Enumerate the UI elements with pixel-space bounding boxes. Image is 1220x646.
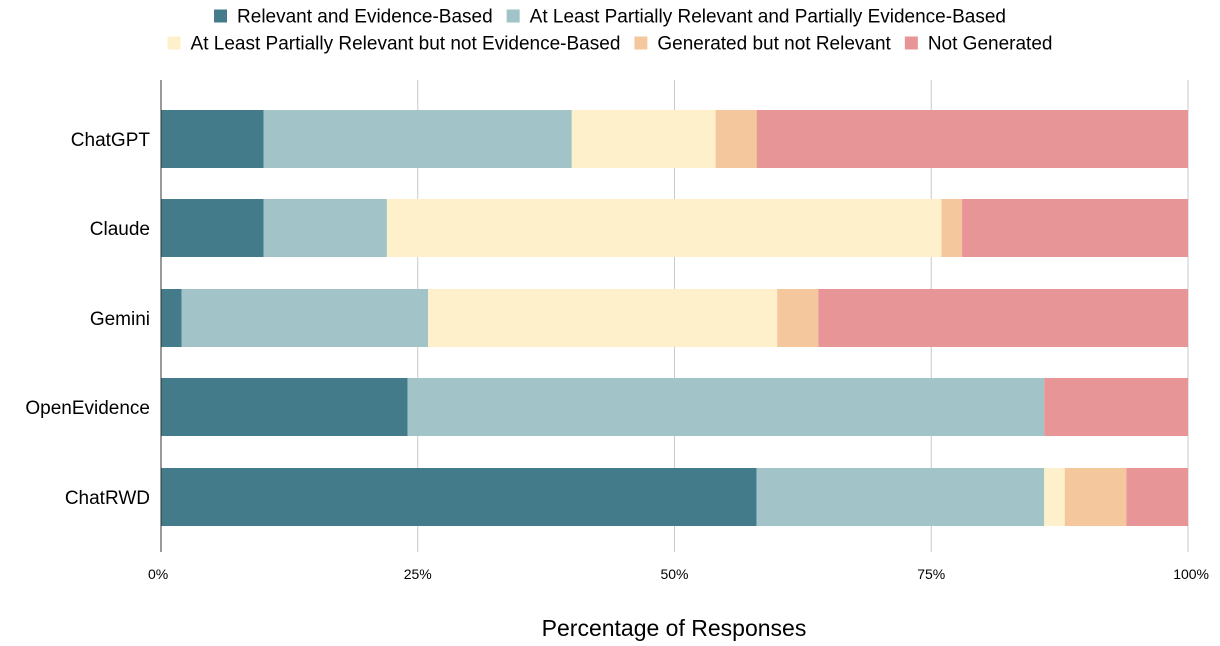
legend-item-2: At Least Partially Relevant but not Evid… bbox=[167, 34, 621, 55]
legend: Relevant and Evidence-Based At Least Part… bbox=[167, 7, 1053, 55]
x-tick-label-100: 100% bbox=[1173, 566, 1209, 582]
bar-claude-series-1 bbox=[263, 199, 387, 257]
bar-chatrwd-series-1 bbox=[756, 468, 1045, 526]
bar-claude-series-0 bbox=[161, 199, 264, 257]
legend-item-4: Not Generated bbox=[904, 34, 1053, 55]
x-tick-label-50: 50% bbox=[660, 566, 688, 582]
bar-openevidence-series-4 bbox=[1044, 378, 1188, 436]
legend-item-0: Relevant and Evidence-Based bbox=[214, 7, 493, 28]
y-tick-label-chatgpt: ChatGPT bbox=[71, 130, 151, 151]
x-tick-label-0: 0% bbox=[148, 566, 168, 582]
legend-label-3: Generated but not Relevant bbox=[657, 34, 891, 55]
y-tick-label-gemini: Gemini bbox=[90, 309, 150, 330]
bar-chatrwd-series-3 bbox=[1064, 468, 1127, 526]
bar-chatgpt-series-3 bbox=[715, 110, 757, 168]
bar-chatgpt-series-1 bbox=[263, 110, 572, 168]
y-tick-label-claude: Claude bbox=[90, 219, 150, 240]
legend-swatch-2 bbox=[167, 36, 181, 50]
bar-gemini-series-1 bbox=[181, 289, 429, 347]
bar-claude-series-3 bbox=[941, 199, 963, 257]
bar-openevidence-series-0 bbox=[161, 378, 408, 436]
legend-swatch-4 bbox=[904, 36, 918, 50]
x-axis-title: Percentage of Responses bbox=[542, 615, 807, 641]
legend-item-1: At Least Partially Relevant and Partiall… bbox=[506, 7, 1006, 28]
legend-swatch-1 bbox=[506, 9, 520, 23]
bar-chatrwd-series-4 bbox=[1126, 468, 1188, 526]
legend-label-1: At Least Partially Relevant and Partiall… bbox=[530, 7, 1006, 28]
bar-gemini-series-2 bbox=[428, 289, 778, 347]
legend-label-4: Not Generated bbox=[928, 34, 1053, 55]
bar-claude-series-4 bbox=[962, 199, 1188, 257]
bar-chatgpt-series-2 bbox=[571, 110, 716, 168]
y-tick-label-openevidence: OpenEvidence bbox=[25, 398, 150, 419]
bar-chatgpt-series-4 bbox=[756, 110, 1188, 168]
legend-swatch-3 bbox=[634, 36, 648, 50]
y-tick-label-chatrwd: ChatRWD bbox=[65, 488, 150, 509]
bar-claude-series-2 bbox=[386, 199, 942, 257]
bar-gemini-series-4 bbox=[818, 289, 1188, 347]
legend-item-3: Generated but not Relevant bbox=[634, 34, 892, 55]
bar-openevidence-series-1 bbox=[407, 378, 1045, 436]
legend-label-2: At Least Partially Relevant but not Evid… bbox=[191, 34, 621, 55]
legend-swatch-0 bbox=[214, 9, 228, 23]
legend-label-0: Relevant and Evidence-Based bbox=[237, 7, 493, 28]
bar-gemini-series-0 bbox=[161, 289, 182, 347]
bars bbox=[161, 110, 1188, 526]
bar-chatrwd-series-0 bbox=[161, 468, 757, 526]
x-tick-label-75: 75% bbox=[917, 566, 945, 582]
bar-gemini-series-3 bbox=[777, 289, 819, 347]
x-tick-label-25: 25% bbox=[404, 566, 432, 582]
bar-chatgpt-series-0 bbox=[161, 110, 264, 168]
bar-chatrwd-series-2 bbox=[1044, 468, 1065, 526]
axes: ChatGPT Claude Gemini OpenEvidence ChatRWD 0%… bbox=[25, 80, 1209, 582]
